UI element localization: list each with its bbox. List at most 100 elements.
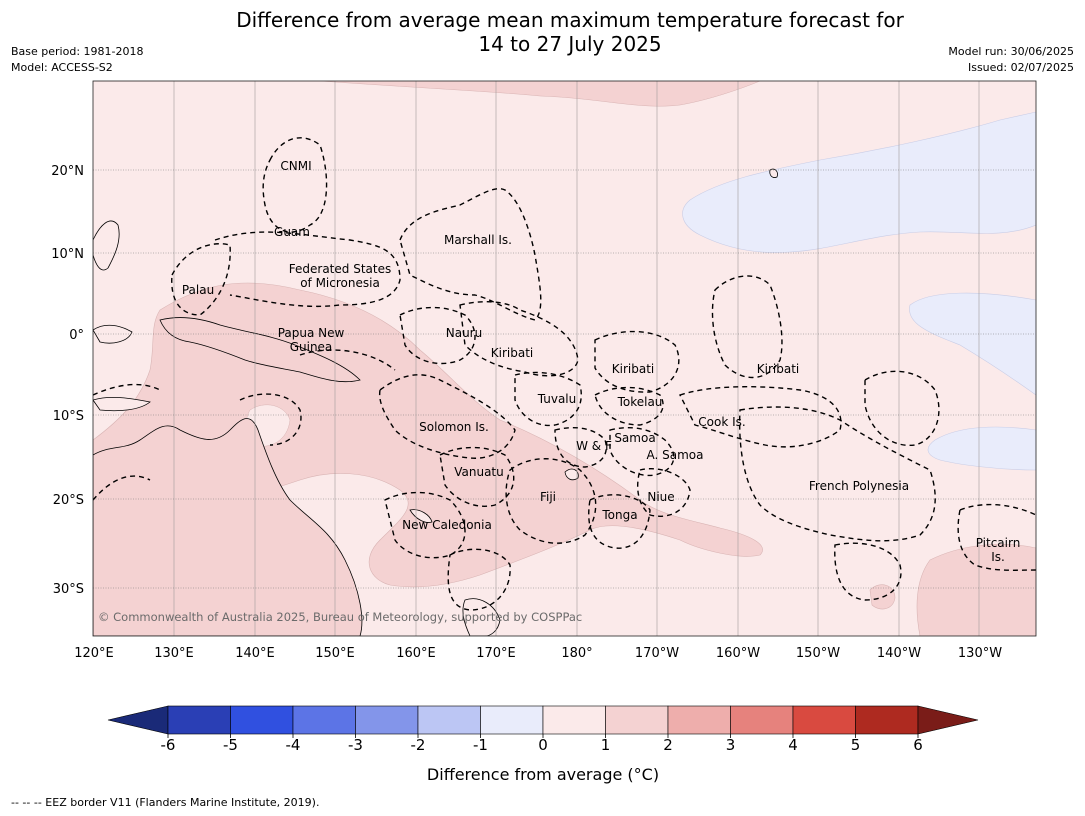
label-palau: Palau (182, 283, 214, 297)
issued-date: Issued: 02/07/2025 (967, 61, 1074, 74)
label-fsm-line1: Federated States (289, 262, 391, 276)
base-period: Base period: 1981-2018 (11, 45, 144, 58)
eez-solomon (378, 374, 516, 459)
lat-label: 10°N (51, 247, 84, 262)
colorbar-tick-label: -2 (411, 736, 426, 754)
label-png-line2: Guinea (290, 340, 333, 354)
parallel-lines (93, 169, 1036, 589)
longitude-labels: 120°E 130°E 140°E 150°E 160°E 170°E 180°… (74, 646, 1002, 661)
eez-pitcairn (957, 503, 1036, 571)
lon-label: 130°W (958, 646, 1002, 661)
eez-kiribati-central (594, 330, 680, 393)
label-fsm-line2: of Micronesia (300, 276, 380, 290)
colorbar-tick-label: 3 (726, 736, 736, 754)
colorbar-tick-label: -4 (286, 736, 301, 754)
colorbar-tick-label: 0 (538, 736, 548, 754)
eez-borders (93, 137, 1036, 611)
colorbar: -6 -5 -4 -3 -2 -1 0 1 2 3 4 5 6 (107, 705, 979, 754)
copyright-notice: © Commonwealth of Australia 2025, Bureau… (98, 610, 582, 624)
label-samoa: Samoa (614, 431, 655, 445)
colorbar-segment (855, 705, 919, 735)
warm-region-north (93, 81, 761, 107)
eez-kiribati-east (711, 275, 783, 379)
label-marshall: Marshall Is. (444, 233, 512, 247)
chart-title-line2: 14 to 27 July 2025 (478, 32, 662, 56)
label-png-line1: Papua New (278, 326, 345, 340)
colorbar-segment (355, 705, 419, 735)
lon-label: 150°E (315, 646, 355, 661)
lon-label: 150°W (796, 646, 840, 661)
lat-label: 10°S (53, 409, 84, 424)
map-frame (92, 80, 1037, 637)
lat-label: 30°S (53, 582, 84, 597)
eez-tuvalu (514, 371, 582, 427)
label-wallis-futuna: W & F (576, 439, 612, 453)
colorbar-segment (292, 705, 356, 735)
eez-tokelau (594, 386, 664, 426)
cool-region-north (682, 111, 1036, 253)
label-nauru: Nauru (446, 326, 482, 340)
colorbar-extend-low (107, 705, 169, 735)
label-american-samoa: A. Samoa (647, 448, 704, 462)
eez-wallis-futuna (554, 427, 607, 468)
eez-samoa (609, 427, 675, 477)
colorbar-segment (167, 705, 231, 735)
eez-australia-north (93, 383, 161, 501)
colorbar-tick-label: -6 (161, 736, 176, 754)
colorbar-tick-label: 4 (788, 736, 798, 754)
colorbar-tick-label: -1 (473, 736, 488, 754)
eez-footnote: -- -- -- EEZ border V11 (Flanders Marine… (11, 796, 320, 809)
lon-label: 180° (561, 646, 592, 661)
hawaii-coast (769, 168, 778, 178)
metadata-left: Base period: 1981-2018 Model: ACCESS-S2 (11, 44, 143, 76)
new-guinea-coast (159, 317, 361, 383)
lat-label: 0° (69, 328, 84, 343)
eez-kiribati-west (459, 301, 579, 377)
latitude-labels: 20°N 10°N 0° 10°S 20°S 30°S (51, 164, 84, 597)
label-cnmi: CNMI (280, 159, 311, 173)
label-kiribati-central: Kiribati (612, 362, 654, 376)
lon-label: 170°W (635, 646, 679, 661)
meridian-lines (173, 81, 980, 636)
label-niue: Niue (647, 490, 674, 504)
colorbar-segment (667, 705, 731, 735)
lon-label: 140°E (235, 646, 275, 661)
cool-region-southeast (927, 426, 1036, 471)
eez-cnmi (262, 137, 328, 233)
eez-cook-north (679, 386, 842, 448)
colorbar-segment (542, 705, 606, 735)
eez-png-south (239, 393, 302, 446)
warm-region-southeast (916, 543, 1036, 636)
colorbar-segment (605, 705, 669, 735)
label-solomon: Solomon Is. (419, 420, 489, 434)
label-tokelau: Tokelau (617, 395, 663, 409)
colorbar-segment (480, 705, 544, 735)
nusa-tenggara-coast (93, 396, 151, 412)
label-pitcairn-line1: Pitcairn (976, 536, 1021, 550)
lat-label: 20°N (51, 164, 84, 179)
colorbar-segment (417, 705, 481, 735)
label-fiji: Fiji (540, 490, 556, 504)
new-zealand-coast (462, 598, 501, 636)
lon-label: 120°E (74, 646, 114, 661)
coastlines (93, 168, 778, 636)
colorbar-segment (730, 705, 794, 735)
colorbar-label: Difference from average (°C) (427, 765, 659, 784)
eez-french-polynesia-north (738, 406, 936, 542)
lon-label: 170°E (476, 646, 516, 661)
lat-label: 20°S (53, 493, 84, 508)
lon-label: 130°E (154, 646, 194, 661)
eez-austral (834, 542, 902, 601)
label-french-polynesia: French Polynesia (809, 479, 909, 493)
colorbar-tick-label: 1 (601, 736, 611, 754)
label-cook: Cook Is. (698, 415, 745, 429)
model-name: Model: ACCESS-S2 (11, 61, 113, 74)
colorbar-tick-label: -5 (223, 736, 238, 754)
lon-label: 160°E (396, 646, 436, 661)
label-tonga: Tonga (601, 508, 637, 522)
chart-title-line1: Difference from average mean maximum tem… (236, 8, 904, 32)
fiji-coast (564, 468, 579, 481)
eez-marshall (399, 188, 542, 321)
label-guam: Guam (274, 225, 310, 239)
